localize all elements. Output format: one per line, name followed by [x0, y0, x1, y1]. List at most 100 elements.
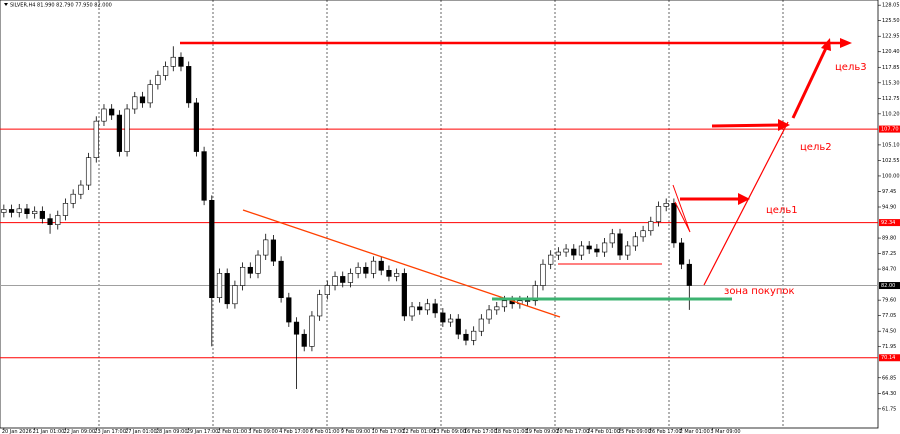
x-tick-label: 23 Jan 17:00	[94, 429, 126, 434]
x-tick-label: 10 Feb 17:00	[372, 429, 405, 434]
y-tick-label: 89.80	[882, 236, 896, 242]
candle-body	[417, 306, 423, 311]
candle-body	[524, 300, 531, 302]
x-tick-label: 20 Feb 17:00	[556, 429, 589, 434]
candle-body	[571, 248, 577, 256]
x-tick-label: 3 Mar 09:00	[710, 429, 740, 434]
candle-body	[109, 108, 115, 116]
x-tick-label: 4 Feb 17:00	[279, 429, 309, 434]
candle-body	[278, 260, 284, 299]
x-tick-label: 28 Jan 09:00	[156, 429, 188, 434]
candle-body	[116, 114, 122, 152]
candle-body	[532, 285, 538, 302]
candle-body	[270, 239, 277, 262]
candle-body	[1, 209, 7, 213]
y-tick-label: 87.25	[882, 251, 896, 257]
candle-body	[555, 251, 561, 256]
candle-body	[548, 254, 554, 265]
candle-body	[247, 266, 253, 274]
level-badge	[879, 354, 900, 362]
candle-body	[386, 270, 392, 277]
candle-body	[16, 208, 22, 213]
candle-body	[586, 245, 592, 250]
x-tick-label: 22 Jan 09:00	[63, 429, 95, 434]
candle-body	[432, 303, 438, 314]
x-tick-label: 2 Feb 01:00	[218, 429, 248, 434]
candle-body	[409, 306, 415, 317]
level-label: 82.00	[881, 283, 895, 289]
y-tick-label: 128.05	[882, 3, 900, 9]
arrow-head	[840, 38, 852, 48]
x-tick-label: 21 Jan 01:00	[33, 429, 65, 434]
level-badge	[879, 125, 900, 133]
x-tick-label: 12 Feb 01:00	[402, 429, 435, 434]
plot-frame	[0, 0, 879, 429]
candle-body	[93, 120, 99, 158]
candle-body	[8, 209, 15, 213]
candle-body	[170, 56, 176, 67]
candle-body	[209, 200, 215, 299]
candle-body	[132, 96, 138, 110]
candle-body	[648, 221, 654, 232]
candle-body	[332, 276, 338, 286]
x-tick-label: 16 Feb 17:00	[464, 429, 497, 434]
candle-body	[32, 210, 38, 214]
candle-body	[263, 239, 269, 256]
y-tick-label: 61.75	[882, 406, 896, 412]
y-tick-label: 112.75	[882, 96, 900, 102]
chart-title: SILVER,H4 81.990 82.790 77.950 82.000	[10, 3, 112, 9]
candle-body	[463, 333, 469, 341]
y-tick-label: 102.55	[882, 158, 900, 164]
title-icon	[4, 3, 8, 6]
candle-body	[394, 273, 400, 277]
candle-body	[609, 233, 615, 244]
y-tick-label: 77.05	[882, 313, 896, 319]
axes: 128.05 125.50 122.95 120.40 117.85 115.30 112.…	[2, 3, 900, 434]
candle-body	[293, 321, 300, 335]
y-tick-label: 120.40	[882, 49, 900, 55]
y-tick-label: 97.45	[882, 189, 896, 195]
x-tick-label: 27 Jan 01:00	[125, 429, 157, 434]
annotation: цель3	[835, 62, 867, 73]
annotation: зона покупок	[724, 286, 795, 297]
candle-body	[655, 206, 662, 222]
candle-body	[671, 203, 677, 244]
y-tick-label: 110.20	[882, 111, 900, 117]
y-tick-label: 115.30	[882, 80, 900, 86]
candle-body	[70, 193, 76, 204]
y-tick-label: 64.30	[882, 391, 896, 397]
candle-body	[370, 260, 377, 274]
candle-body	[363, 266, 369, 274]
pattern-line	[672, 184, 691, 233]
x-tick-label: 6 Feb 01:00	[310, 429, 340, 434]
candle-body	[47, 218, 53, 225]
candle-body	[447, 318, 454, 323]
candle-body	[255, 254, 261, 274]
candle-body	[678, 242, 685, 265]
arrow-head	[821, 38, 831, 51]
y-tick-label: 66.85	[882, 375, 896, 381]
candle-body	[155, 75, 161, 85]
y-tick-label: 100.00	[882, 173, 900, 179]
x-tick-label: 19 Feb 09:00	[526, 429, 559, 434]
candle-body	[686, 263, 692, 286]
candle-body	[124, 108, 130, 152]
x-tick-label: 9 Feb 09:00	[341, 429, 371, 434]
candle-body	[186, 66, 192, 104]
candle-body	[62, 203, 69, 216]
candle-body	[540, 263, 546, 286]
candle-body	[347, 273, 354, 283]
candle-body	[193, 102, 200, 152]
candle-body	[201, 151, 207, 201]
candle-body	[324, 285, 330, 295]
candle-body	[216, 273, 223, 299]
candle-body	[139, 96, 146, 104]
vertical-grid	[98, 0, 784, 428]
annotation: цель1	[766, 205, 798, 216]
candle-body	[24, 208, 30, 214]
candle-body	[340, 276, 346, 283]
x-tick-label: 3 Feb 09:00	[248, 429, 278, 434]
candle-body	[632, 236, 639, 247]
